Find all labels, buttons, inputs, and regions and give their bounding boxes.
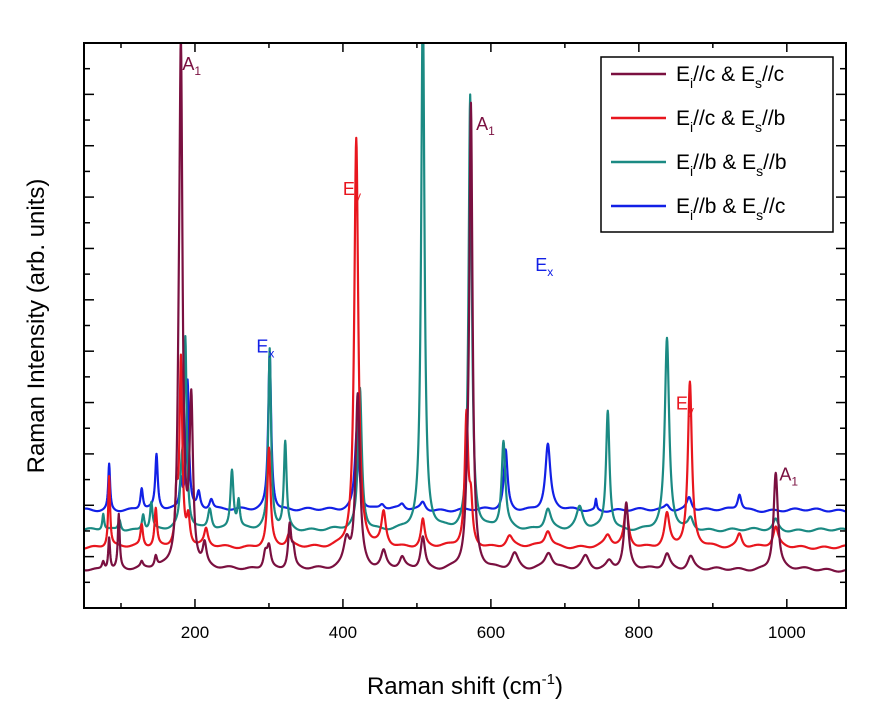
x-tick-label: 200	[181, 623, 209, 642]
peak-annotation: Ey	[676, 394, 694, 418]
legend-box	[600, 56, 834, 233]
peak-annotation: Ex	[535, 255, 553, 279]
legend: Ei//c & Es//c Ei//c & Es//b Ei//b & Es//b E…	[600, 56, 834, 233]
peak-annotation: A1	[476, 114, 495, 138]
legend-label: Ei//c & Es//c	[676, 63, 784, 91]
x-axis-label: Raman shift (cm-1)	[367, 671, 563, 700]
x-tick-label: 600	[477, 623, 505, 642]
peak-annotation: Ey	[343, 179, 361, 203]
legend-label: Ei//b & Es//b	[676, 151, 787, 179]
series-line-2	[84, 136, 846, 550]
y-axis-label: Raman Intensity (arb. units)	[23, 179, 50, 474]
peak-annotation: A1	[182, 54, 201, 78]
series-line-1	[84, 43, 846, 573]
x-tick-label: 1000	[768, 623, 806, 642]
peak-annotation: Ex	[256, 337, 274, 361]
tick-layer: 200 400 600 800 1000	[84, 43, 846, 642]
x-axis-label-sup: -1	[542, 671, 555, 688]
peak-annotation: A1	[779, 464, 798, 488]
legend-label: Ei//c & Es//b	[676, 107, 785, 135]
x-tick-label: 800	[625, 623, 653, 642]
annotation-layer: A1 A1 A1 Ey Ey Ex Ex	[182, 54, 798, 488]
x-tick-label: 400	[329, 623, 357, 642]
legend-label: Ei//b & Es//c	[676, 195, 785, 223]
series-layer	[84, 43, 846, 573]
x-axis-label-end: )	[555, 673, 563, 700]
x-axis-label-main: Raman shift (cm	[367, 673, 542, 700]
